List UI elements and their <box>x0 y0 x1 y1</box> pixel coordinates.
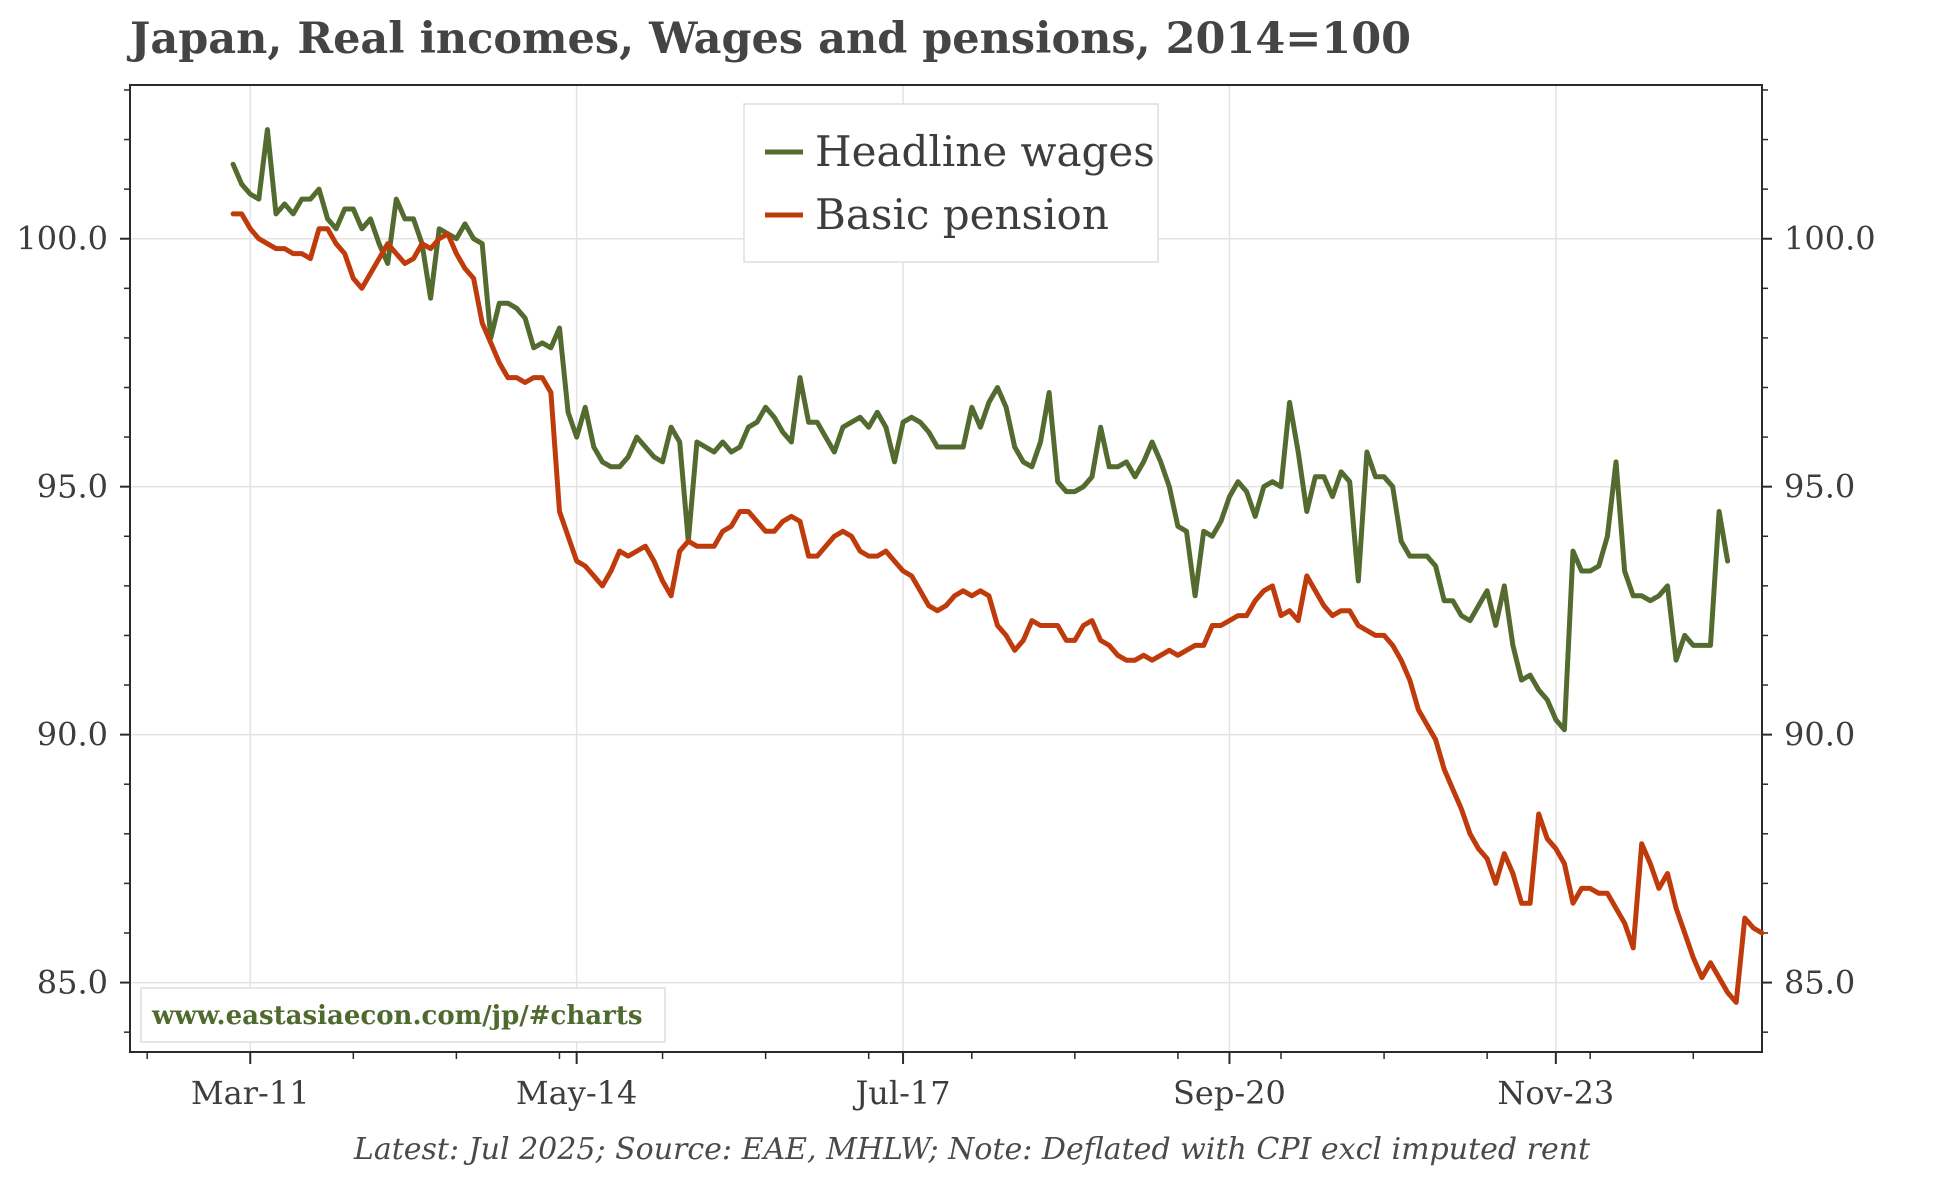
x-tick-label-jul-17: Jul-17 <box>852 1074 950 1112</box>
chart-title: Japan, Real incomes, Wages and pensions,… <box>130 14 1412 64</box>
watermark: www.eastasiaecon.com/jp/#charts <box>140 987 666 1043</box>
legend-label-basic-pension: Basic pension <box>815 190 1109 239</box>
legend-label-headline-wages: Headline wages <box>815 127 1155 176</box>
y-tick-label-right-85-0: 85.0 <box>1784 964 1855 1002</box>
y-tick-label-right-100-0: 100.0 <box>1784 220 1876 258</box>
legend: Headline wages Basic pension <box>743 103 1159 263</box>
y-tick-label-left-90-0: 90.0 <box>37 716 108 754</box>
minor-ticks <box>124 89 1768 1059</box>
chart-footnote: Latest: Jul 2025; Source: EAE, MHLW; Not… <box>353 1132 1591 1167</box>
series-line-headline-wages <box>230 127 1731 733</box>
x-tick-label-may-14: May-14 <box>516 1074 637 1112</box>
series-line-basic-pension <box>230 211 1765 1005</box>
y-tick-label-left-85-0: 85.0 <box>37 964 108 1002</box>
plot-frame <box>129 84 1763 1053</box>
y-tick-label-left-100-0: 100.0 <box>16 220 108 258</box>
y-tick-label-right-90-0: 90.0 <box>1784 716 1855 754</box>
x-tick-label-nov-23: Nov-23 <box>1497 1074 1614 1112</box>
watermark-text: www.eastasiaecon.com/jp/#charts <box>151 1001 642 1031</box>
x-tick-label-mar-11: Mar-11 <box>191 1074 310 1112</box>
legend-box <box>743 103 1159 263</box>
axis-ticks: Mar-11 May-14 Jul-17 Sep-20 Nov-23 85.0 85.0 90… <box>16 220 1875 1112</box>
watermark-box <box>140 987 666 1043</box>
series-lines <box>230 127 1765 1005</box>
x-tick-label-sep-20: Sep-20 <box>1173 1074 1286 1112</box>
y-tick-label-left-95-0: 95.0 <box>37 468 108 506</box>
y-tick-label-right-95-0: 95.0 <box>1784 468 1855 506</box>
